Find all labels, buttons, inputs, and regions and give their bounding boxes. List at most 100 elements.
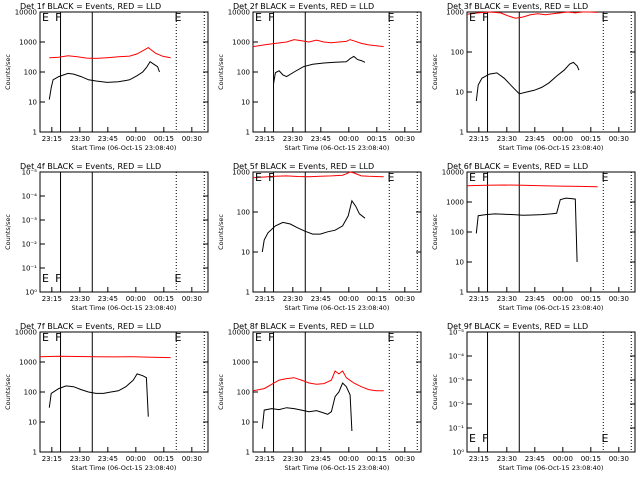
y-axis-label: Counts/sec bbox=[431, 374, 439, 410]
x-tick-label: 00:15 bbox=[581, 135, 601, 143]
panel-title: Det 2f BLACK = Events, RED = LLD bbox=[233, 2, 374, 11]
plot-frame bbox=[466, 11, 636, 133]
x-tick-label: 00:00 bbox=[126, 135, 146, 143]
x-tick-label: 23:45 bbox=[311, 455, 331, 463]
event-marker-label: E bbox=[42, 11, 49, 24]
y-tick-label: 10⁻² bbox=[22, 241, 38, 249]
event-marker-label: F bbox=[268, 171, 274, 184]
y-axis-label: Counts/sec bbox=[4, 374, 12, 410]
x-tick-label: 00:30 bbox=[395, 455, 415, 463]
x-axis-label: Start Time (06-Oct-15 23:08:40) bbox=[72, 144, 177, 152]
x-tick-label: 23:45 bbox=[311, 295, 331, 303]
y-tick-label: 1 bbox=[460, 289, 464, 297]
panel-title: Det 5f BLACK = Events, RED = LLD bbox=[233, 162, 374, 171]
y-tick-label: 1 bbox=[460, 129, 464, 137]
event-marker-label: E bbox=[255, 11, 262, 24]
event-marker-label: E bbox=[469, 432, 476, 445]
x-tick-label: 00:15 bbox=[581, 295, 601, 303]
series-line bbox=[466, 11, 598, 19]
y-tick-label: 10000 bbox=[228, 9, 250, 17]
event-marker-label: F bbox=[55, 331, 61, 344]
series-line bbox=[49, 46, 171, 59]
plot-frame bbox=[252, 331, 422, 453]
x-tick-label: 23:15 bbox=[469, 455, 489, 463]
y-tick-label: 10000 bbox=[442, 169, 464, 177]
plot-frame bbox=[466, 171, 636, 293]
series-line bbox=[48, 60, 160, 100]
x-tick-label: 23:30 bbox=[70, 295, 90, 303]
x-tick-label: 00:00 bbox=[339, 295, 359, 303]
x-tick-label: 00:00 bbox=[553, 295, 573, 303]
plot-frame bbox=[39, 11, 209, 133]
y-tick-label: 1000 bbox=[19, 39, 37, 47]
y-tick-label: 100 bbox=[451, 229, 464, 237]
chart-panel: Det 8f BLACK = Events, RED = LLD Counts/s… bbox=[217, 322, 422, 472]
y-axis-label: Counts/sec bbox=[4, 54, 12, 90]
chart-panel: Det 4f BLACK = Events, RED = LLD Counts/s… bbox=[4, 162, 209, 312]
event-marker-label: E bbox=[175, 272, 182, 285]
series-line bbox=[261, 382, 353, 432]
event-marker-label: E bbox=[388, 331, 395, 344]
x-tick-label: 00:30 bbox=[182, 455, 202, 463]
y-tick-label: 10 bbox=[28, 419, 37, 427]
y-tick-label: 10⁻⁵ bbox=[22, 169, 38, 177]
x-tick-label: 23:15 bbox=[255, 135, 275, 143]
x-tick-label: 23:15 bbox=[42, 135, 62, 143]
event-marker-label: E bbox=[469, 11, 476, 24]
event-marker-label: E bbox=[255, 171, 262, 184]
x-tick-label: 00:30 bbox=[182, 135, 202, 143]
x-tick-label: 23:45 bbox=[98, 135, 118, 143]
y-tick-label: 1000 bbox=[232, 359, 250, 367]
x-tick-label: 23:45 bbox=[525, 135, 545, 143]
x-tick-label: 00:30 bbox=[609, 295, 629, 303]
x-axis-label: Start Time (06-Oct-15 23:08:40) bbox=[499, 144, 604, 152]
y-tick-label: 1 bbox=[33, 449, 37, 457]
event-marker-label: F bbox=[482, 171, 488, 184]
x-tick-label: 00:30 bbox=[395, 135, 415, 143]
x-axis-label: Start Time (06-Oct-15 23:08:40) bbox=[72, 304, 177, 312]
x-tick-label: 23:45 bbox=[311, 135, 331, 143]
y-tick-label: 1000 bbox=[232, 169, 250, 177]
x-tick-label: 23:15 bbox=[255, 295, 275, 303]
chart-panel: Det 1f BLACK = Events, RED = LLD Counts/s… bbox=[4, 2, 209, 152]
x-tick-label: 23:30 bbox=[70, 455, 90, 463]
y-tick-label: 100 bbox=[24, 69, 37, 77]
x-axis-label: Start Time (06-Oct-15 23:08:40) bbox=[285, 144, 390, 152]
series-line bbox=[252, 39, 384, 48]
x-tick-label: 00:00 bbox=[339, 135, 359, 143]
y-tick-label: 100 bbox=[24, 389, 37, 397]
event-marker-label: F bbox=[268, 11, 274, 24]
y-tick-label: 10⁰ bbox=[25, 289, 37, 297]
x-tick-label: 00:00 bbox=[126, 455, 146, 463]
x-tick-label: 23:30 bbox=[283, 295, 303, 303]
y-axis-label: Counts/sec bbox=[4, 214, 12, 250]
event-marker-label: E bbox=[469, 171, 476, 184]
y-tick-label: 10⁻⁴ bbox=[22, 193, 38, 201]
y-tick-label: 10⁻³ bbox=[449, 377, 465, 385]
plot-frame bbox=[39, 171, 209, 293]
series-line bbox=[39, 355, 171, 359]
series-line bbox=[261, 199, 366, 253]
event-marker-label: E bbox=[42, 272, 49, 285]
y-tick-label: 100 bbox=[451, 49, 464, 57]
x-tick-label: 23:45 bbox=[98, 455, 118, 463]
y-axis-label: Counts/sec bbox=[431, 214, 439, 250]
event-marker-label: E bbox=[42, 331, 49, 344]
y-tick-label: 100 bbox=[237, 209, 250, 217]
y-tick-label: 1000 bbox=[19, 359, 37, 367]
x-tick-label: 23:30 bbox=[70, 135, 90, 143]
x-tick-label: 00:30 bbox=[395, 295, 415, 303]
y-tick-label: 1 bbox=[246, 289, 250, 297]
x-tick-label: 00:30 bbox=[182, 295, 202, 303]
x-tick-label: 00:15 bbox=[367, 455, 387, 463]
panel-title: Det 3f BLACK = Events, RED = LLD bbox=[447, 2, 588, 11]
x-tick-label: 23:30 bbox=[283, 135, 303, 143]
series-line bbox=[252, 171, 384, 179]
series-line bbox=[48, 373, 149, 417]
chart-panel: Det 6f BLACK = Events, RED = LLD Counts/s… bbox=[431, 162, 636, 312]
y-tick-label: 10⁻³ bbox=[22, 217, 38, 225]
event-marker-label: F bbox=[55, 11, 61, 24]
y-tick-label: 10000 bbox=[15, 329, 37, 337]
series-line bbox=[252, 370, 384, 392]
